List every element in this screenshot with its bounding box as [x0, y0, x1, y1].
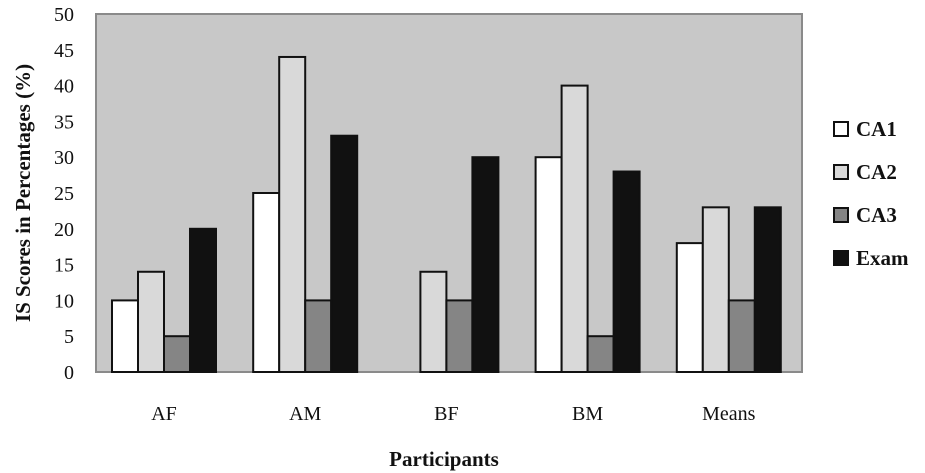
x-tick-label: BM [572, 403, 603, 425]
y-tick-label: 0 [64, 362, 74, 384]
legend-swatch-exam [833, 250, 849, 266]
bar-exam-bm [612, 170, 641, 373]
x-axis-ticks: AF AM BF BM Means [151, 403, 755, 425]
y-tick-label: 20 [54, 219, 74, 241]
bar-ca1-am [252, 192, 281, 373]
bar-ca2-means [701, 206, 730, 373]
y-tick-label: 40 [54, 76, 74, 98]
legend-label-ca1: CA1 [856, 117, 897, 141]
bar-ca3-bm [586, 335, 615, 374]
bar-ca2-bf [419, 270, 448, 374]
y-axis-ticks: 0 5 10 15 20 25 30 35 40 45 50 [54, 4, 74, 384]
x-tick-label: Means [702, 403, 756, 425]
legend-label-ca3: CA3 [856, 203, 897, 227]
y-tick-label: 50 [54, 4, 74, 26]
y-tick-label: 25 [54, 183, 74, 205]
bar-exam-am [330, 134, 359, 373]
y-tick-label: 10 [54, 290, 74, 312]
legend-label-ca2: CA2 [856, 160, 897, 184]
bar-ca3-bf [445, 299, 474, 373]
legend-swatch-ca3 [833, 207, 849, 223]
x-axis-title: Participants [389, 447, 499, 471]
bar-ca3-means [727, 299, 756, 373]
bar-ca1-means [675, 242, 704, 373]
x-tick-label: BF [434, 403, 458, 425]
bars [111, 55, 782, 374]
bar-exam-means [753, 206, 782, 373]
y-tick-label: 5 [64, 326, 74, 348]
bar-ca1-af [111, 299, 139, 373]
x-tick-label: AF [151, 403, 177, 425]
bar-exam-af [189, 227, 217, 373]
y-tick-label: 35 [54, 111, 74, 133]
legend-swatch-ca1 [833, 121, 849, 137]
y-tick-label: 15 [54, 255, 74, 277]
bar-ca1-bm [534, 156, 563, 373]
bar-exam-bf [471, 156, 500, 373]
bar-ca3-am [304, 299, 333, 373]
legend-swatch-ca2 [833, 164, 849, 180]
legend-label-exam: Exam [856, 246, 909, 270]
bar-ca3-af [163, 335, 191, 374]
legend: CA1 CA2 CA3 Exam [833, 117, 909, 270]
bar-ca2-am [278, 55, 307, 374]
bar-ca2-bm [560, 84, 589, 373]
x-tick-label: AM [289, 403, 321, 425]
y-tick-label: 30 [54, 147, 74, 169]
y-axis-title: IS Scores in Percentages (%) [11, 64, 35, 322]
y-tick-label: 45 [54, 40, 74, 62]
bar-ca2-af [137, 270, 165, 374]
